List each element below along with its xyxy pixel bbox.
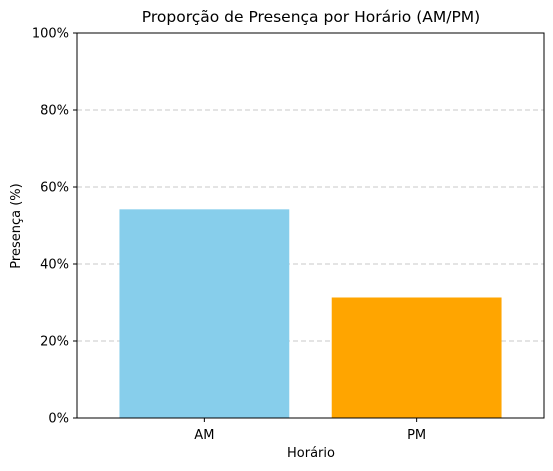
grid-lines <box>77 109 544 342</box>
y-axis-ticks: 0% 20% 40% 60% 80% 100% <box>32 27 77 427</box>
x-axis-label: Horário <box>287 446 335 461</box>
bar-am <box>119 209 290 418</box>
bars <box>119 209 502 418</box>
x-tick-label: AM <box>194 428 214 443</box>
y-tick-label: 80% <box>40 104 69 119</box>
y-tick-label: 100% <box>32 27 69 42</box>
x-tick-label: PM <box>407 428 426 443</box>
y-tick-label: 20% <box>40 335 69 350</box>
y-tick-label: 0% <box>48 412 69 427</box>
x-axis-ticks: AM PM <box>194 418 426 443</box>
bar-pm <box>331 297 502 418</box>
plot-frame <box>76 32 545 419</box>
y-axis-label: Presença (%) <box>9 183 24 268</box>
y-tick-label: 40% <box>40 258 69 273</box>
y-tick-label: 60% <box>40 181 69 196</box>
chart-title: Proporção de Presença por Horário (AM/PM… <box>142 8 480 26</box>
